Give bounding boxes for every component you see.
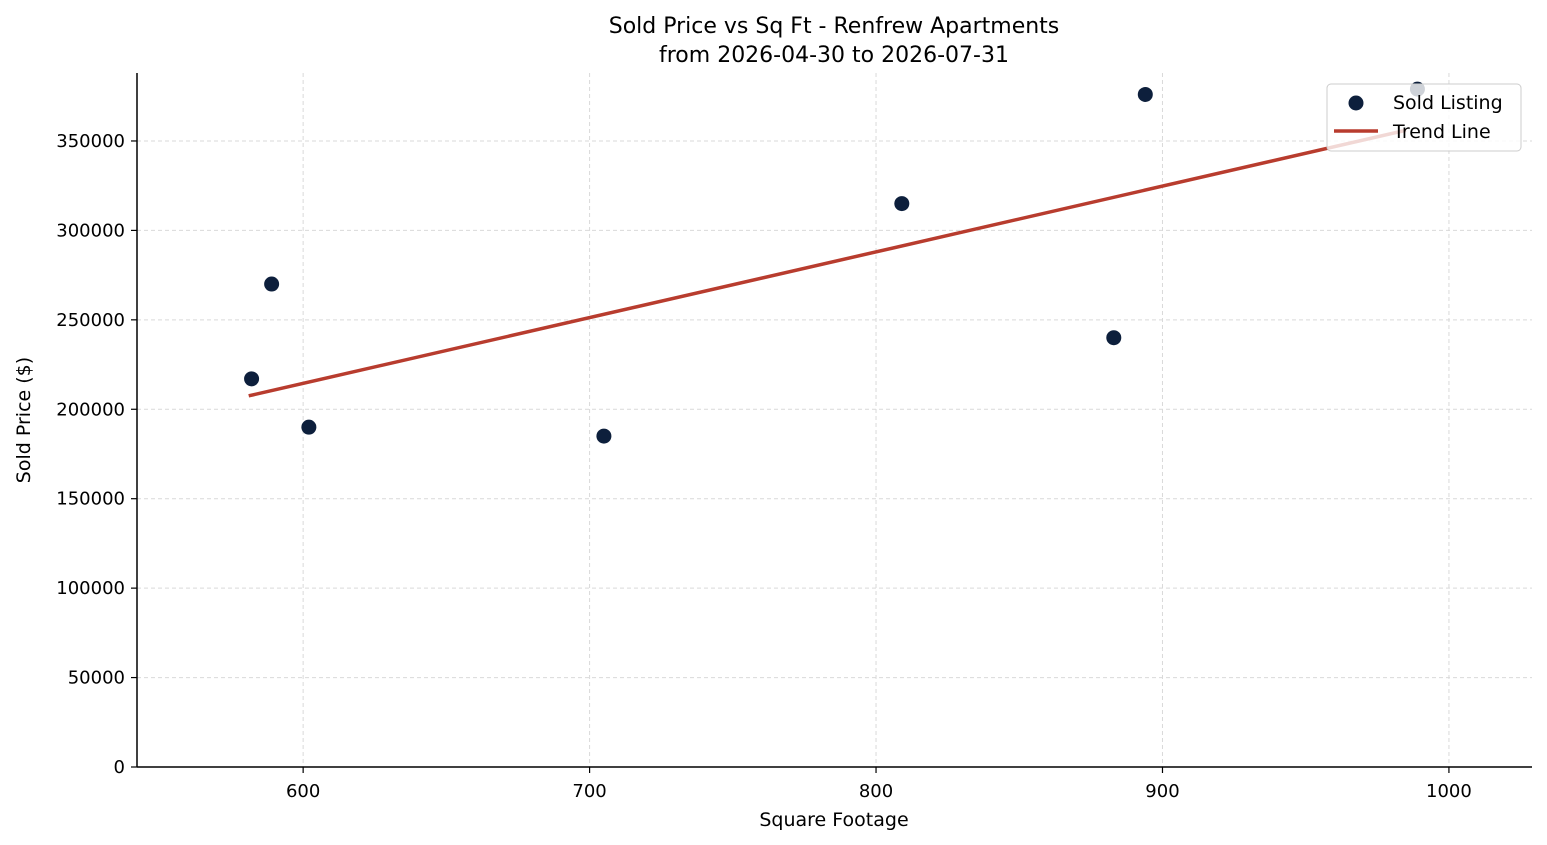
scatter-point [1137, 86, 1153, 102]
data-points [244, 81, 1425, 444]
scatter-point [1106, 330, 1122, 346]
scatter-point [244, 371, 260, 387]
scatter-point [596, 428, 612, 444]
scatter-point [301, 419, 317, 435]
legend-marker-sold-listing [1348, 95, 1364, 111]
x-tick-label: 600 [286, 781, 320, 802]
y-tick-label: 100000 [56, 578, 125, 599]
y-tick-label: 150000 [56, 489, 125, 510]
x-tick-label: 700 [572, 781, 606, 802]
y-tick-label: 250000 [56, 310, 125, 331]
y-tick-label: 350000 [56, 131, 125, 152]
x-axis-label: Square Footage [759, 809, 908, 831]
y-tick-label: 200000 [56, 399, 125, 420]
x-axis-ticks: 600 700 800 900 1000 [286, 767, 1472, 802]
legend: Sold Listing Trend Line [1326, 83, 1522, 152]
y-tick-label: 300000 [56, 220, 125, 241]
y-axis-label: Sold Price ($) [13, 357, 35, 483]
trend-line-group [248, 128, 1407, 398]
x-tick-label: 800 [859, 781, 893, 802]
trend-line [248, 128, 1407, 398]
y-axis-ticks: 0 50000 100000 150000 200000 250000 300000 3500… [56, 131, 137, 778]
chart-subtitle: from 2026-04-30 to 2026-07-31 [659, 43, 1009, 68]
scatter-point [894, 196, 910, 212]
x-tick-label: 1000 [1426, 781, 1472, 802]
x-tick-label: 900 [1145, 781, 1179, 802]
y-tick-label: 0 [114, 757, 125, 778]
chart-title: Sold Price vs Sq Ft - Renfrew Apartments [609, 14, 1060, 39]
scatter-point [264, 276, 280, 292]
y-tick-label: 50000 [68, 668, 125, 689]
legend-box [1326, 83, 1522, 152]
legend-label-trend-line: Trend Line [1392, 121, 1491, 143]
legend-label-sold-listing: Sold Listing [1393, 92, 1503, 114]
grid-lines [137, 73, 1532, 767]
